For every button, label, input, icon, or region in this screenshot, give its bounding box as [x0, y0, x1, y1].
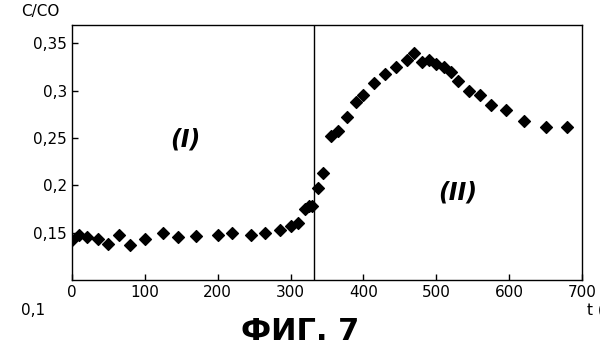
- Point: [125, 242, 135, 248]
- Point: [410, 50, 419, 56]
- Point: [173, 234, 182, 240]
- Point: [439, 64, 448, 70]
- Point: [391, 64, 401, 70]
- Point: [246, 232, 256, 237]
- Text: t (с): t (с): [587, 303, 600, 318]
- Point: [227, 230, 237, 236]
- Point: [313, 186, 323, 191]
- Point: [464, 88, 474, 93]
- Point: [319, 170, 328, 176]
- Point: [74, 232, 84, 237]
- Point: [424, 57, 434, 62]
- Point: [140, 237, 149, 242]
- Point: [359, 93, 368, 98]
- Point: [293, 220, 302, 226]
- Point: [500, 107, 510, 112]
- Point: [304, 203, 314, 209]
- Point: [115, 232, 124, 237]
- Point: [158, 230, 168, 236]
- Point: [519, 118, 529, 124]
- Point: [67, 237, 77, 243]
- Text: ФИГ. 7: ФИГ. 7: [241, 317, 359, 346]
- Point: [301, 206, 310, 212]
- Point: [417, 60, 427, 65]
- Point: [333, 129, 343, 134]
- Point: [326, 133, 335, 139]
- Point: [431, 62, 441, 67]
- Point: [403, 57, 412, 62]
- Point: [475, 93, 485, 98]
- Point: [541, 124, 550, 130]
- Point: [352, 99, 361, 105]
- Point: [286, 223, 295, 229]
- Point: [191, 233, 200, 238]
- Point: [275, 227, 284, 233]
- Point: [370, 80, 379, 86]
- Point: [454, 78, 463, 84]
- Text: (I): (I): [170, 128, 200, 152]
- Point: [343, 114, 352, 120]
- Text: 0,1: 0,1: [21, 303, 45, 318]
- Point: [446, 69, 455, 75]
- Point: [308, 203, 317, 209]
- Point: [213, 232, 223, 237]
- Point: [104, 241, 113, 247]
- Text: C/CO: C/CO: [21, 5, 59, 19]
- Point: [563, 124, 572, 130]
- Point: [380, 71, 390, 77]
- Text: (II): (II): [439, 181, 478, 205]
- Point: [260, 230, 270, 236]
- Point: [486, 102, 496, 108]
- Point: [82, 234, 91, 240]
- Point: [92, 237, 102, 242]
